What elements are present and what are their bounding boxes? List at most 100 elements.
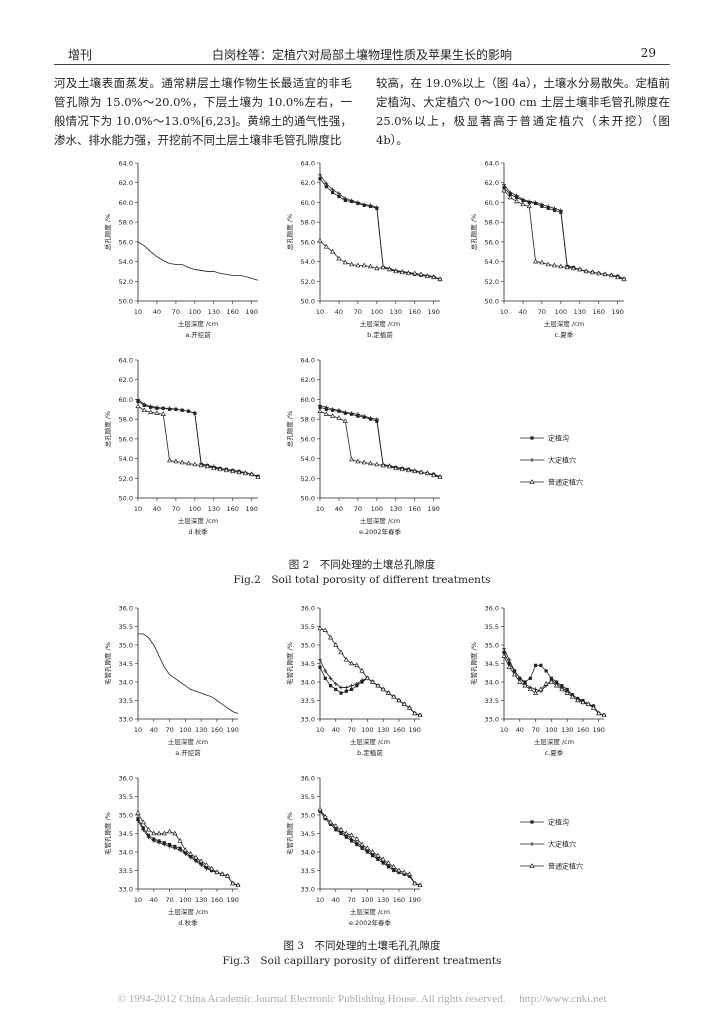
y-tick-label: 35.0 bbox=[119, 812, 133, 820]
data-point bbox=[146, 835, 151, 840]
data-point bbox=[199, 862, 204, 867]
chart-fig2-a: 50.0 52.0 54.0 56.0 58.0 60.0 62.0 64.0 10 40 70 10… bbox=[103, 160, 259, 339]
data-point bbox=[354, 662, 360, 668]
data-point bbox=[570, 265, 577, 271]
data-point bbox=[162, 842, 167, 847]
data-point bbox=[328, 676, 333, 681]
x-tick-label: 70 bbox=[172, 308, 180, 316]
data-point bbox=[318, 177, 322, 181]
data-point bbox=[418, 469, 424, 475]
y-tick-label: 36.0 bbox=[301, 605, 315, 613]
data-point bbox=[354, 840, 359, 845]
y-tick-label: 52.0 bbox=[119, 278, 133, 286]
x-tick-label: 10 bbox=[316, 308, 324, 316]
y-tick-label: 35.5 bbox=[119, 793, 133, 801]
data-point bbox=[333, 642, 339, 647]
y-tick-label: 64.0 bbox=[485, 160, 499, 168]
y-tick-label: 56.0 bbox=[119, 238, 133, 246]
data-point bbox=[602, 271, 608, 277]
data-point bbox=[188, 855, 193, 860]
data-point bbox=[339, 691, 343, 695]
body-text-left: 河及土壤表面蒸发。通常耕层土壤作物生长最适宜的非毛管孔隙为 15.0%～20.0… bbox=[54, 76, 352, 147]
data-point bbox=[317, 408, 323, 414]
x-axis-label: 土层深度 /cm bbox=[360, 516, 400, 525]
chart-fig3-a: 33.0 33.5 34.0 34.5 35.0 35.5 36.0 10 40 70 100 130… bbox=[103, 605, 239, 758]
legend-marker-symbol bbox=[529, 479, 535, 484]
data-point bbox=[166, 457, 173, 463]
x-tick-label: 160 bbox=[393, 726, 405, 734]
x-tick-label: 100 bbox=[189, 505, 201, 513]
y-tick-label: 58.0 bbox=[119, 219, 133, 227]
data-point bbox=[368, 203, 373, 208]
chart-title: c.夏季 bbox=[555, 330, 574, 339]
data-point bbox=[543, 680, 549, 686]
data-point bbox=[203, 862, 210, 867]
data-point bbox=[532, 258, 539, 264]
data-point bbox=[399, 466, 405, 472]
data-point bbox=[349, 687, 354, 691]
series-markers-2 bbox=[317, 408, 443, 480]
data-point bbox=[399, 269, 405, 275]
data-point bbox=[223, 467, 230, 473]
data-point bbox=[502, 186, 506, 190]
chart-title: a.开挖前 bbox=[175, 748, 201, 757]
x-tick-label: 160 bbox=[393, 896, 405, 904]
legend-label: 大定植穴 bbox=[548, 456, 576, 465]
y-axis-label: 毛管孔隙度 /% bbox=[103, 642, 112, 685]
chart-title: b.定植前 bbox=[367, 330, 393, 339]
y-tick-label: 58.0 bbox=[485, 219, 499, 227]
x-tick-label: 160 bbox=[211, 726, 223, 734]
data-point bbox=[374, 417, 379, 422]
data-point bbox=[546, 204, 551, 209]
y-tick-label: 35.0 bbox=[485, 642, 499, 650]
data-point bbox=[502, 182, 506, 187]
legend-marker bbox=[530, 436, 534, 440]
y-tick-label: 34.0 bbox=[119, 679, 133, 687]
y-tick-label: 36.0 bbox=[301, 775, 315, 783]
y-tick-label: 54.0 bbox=[485, 258, 499, 266]
data-point bbox=[386, 266, 393, 272]
legend-marker bbox=[530, 820, 534, 824]
data-point bbox=[327, 819, 334, 825]
data-point bbox=[501, 187, 507, 193]
data-point bbox=[217, 466, 223, 472]
data-point bbox=[323, 676, 327, 680]
data-point bbox=[348, 456, 355, 462]
y-tick-label: 52.0 bbox=[301, 278, 315, 286]
x-tick-label: 70 bbox=[531, 726, 539, 734]
data-point bbox=[219, 871, 225, 876]
header-issue: 增刊 bbox=[68, 48, 93, 62]
data-point bbox=[527, 199, 532, 204]
data-point bbox=[362, 414, 367, 419]
data-point bbox=[380, 264, 386, 270]
data-point bbox=[334, 687, 338, 691]
data-point bbox=[386, 463, 393, 469]
data-point bbox=[355, 458, 361, 464]
data-point bbox=[172, 846, 177, 851]
x-tick-label: 160 bbox=[577, 726, 589, 734]
data-point bbox=[348, 261, 355, 267]
data-point bbox=[370, 849, 376, 854]
data-point bbox=[596, 710, 602, 716]
data-point bbox=[330, 413, 336, 418]
x-tick-label: 70 bbox=[347, 896, 355, 904]
y-tick-label: 34.5 bbox=[119, 830, 133, 838]
y-tick-label: 56.0 bbox=[119, 435, 133, 443]
data-point bbox=[182, 847, 188, 852]
data-point bbox=[417, 712, 423, 718]
x-tick-label: 130 bbox=[390, 505, 402, 513]
data-point bbox=[339, 685, 344, 690]
x-tick-label: 190 bbox=[427, 505, 439, 513]
header-page-number: 29 bbox=[640, 46, 656, 60]
data-point bbox=[412, 880, 418, 886]
y-tick-label: 62.0 bbox=[301, 376, 315, 384]
y-tick-label: 54.0 bbox=[119, 455, 133, 463]
data-point bbox=[601, 712, 607, 718]
data-point bbox=[198, 858, 204, 864]
data-point bbox=[322, 627, 328, 632]
data-point bbox=[323, 243, 329, 249]
x-tick-label: 10 bbox=[134, 308, 142, 316]
y-tick-label: 58.0 bbox=[301, 219, 315, 227]
page-header: 增刊 白岗栓等：定植穴对局部土壤物理性质及苹果生长的影响 29 bbox=[54, 44, 670, 65]
data-point bbox=[172, 830, 178, 836]
